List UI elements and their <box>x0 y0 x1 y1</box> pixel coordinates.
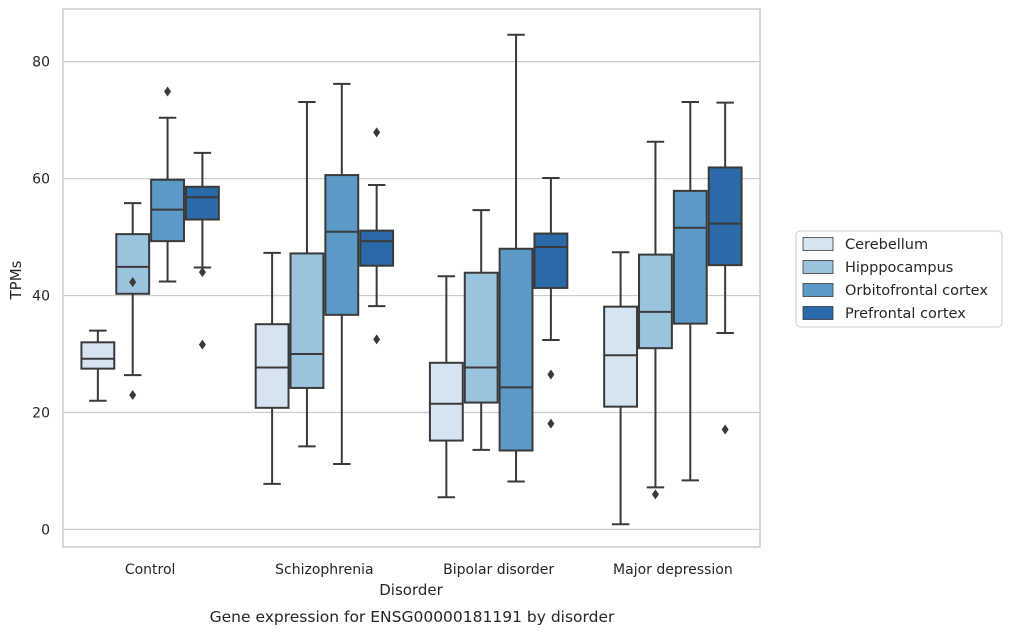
y-tick-labels: 0 20 40 60 80 <box>32 55 50 539</box>
box <box>498 247 534 452</box>
x-tick-labels: Control Schizophrenia Bipolar disorder Majo… <box>125 562 733 578</box>
outlier-point <box>164 86 172 97</box>
legend-items: Cerebellum Hipppocampus Orbitofrontal cort… <box>802 237 988 322</box>
box <box>638 253 673 350</box>
legend[interactable]: Cerebellum Hipppocampus Orbitofrontal cort… <box>795 230 1003 328</box>
x-tick-label: Schizophrenia <box>275 562 373 578</box>
box <box>254 323 290 409</box>
outlier-point <box>129 277 137 288</box>
y-tick-label: 20 <box>32 406 50 422</box>
outlier-point <box>373 127 381 138</box>
outlier-point <box>547 369 555 380</box>
series-group-prefrontal-cortex <box>184 101 743 435</box>
chart-caption: Gene expression for ENSG00000181191 by d… <box>210 608 615 626</box>
grid-lines <box>63 61 760 531</box>
legend-label: Hipppocampus <box>845 260 953 276</box>
series-group-cerebellum <box>80 251 639 526</box>
box <box>672 189 708 325</box>
box <box>603 305 639 408</box>
box <box>289 252 325 389</box>
series-group-orbitofrontal-cortex <box>150 33 708 483</box>
y-axis-label: TPMs <box>7 260 25 300</box>
box-plot-series <box>80 33 743 526</box>
legend-frame <box>795 230 1003 328</box>
box <box>184 185 220 221</box>
outlier-point <box>198 267 206 278</box>
y-tick-label: 80 <box>32 55 50 71</box>
legend-swatch <box>802 306 834 320</box>
legend-swatch <box>802 260 834 274</box>
box <box>533 232 569 289</box>
x-axis-label: Disorder <box>379 581 443 599</box>
outlier-point <box>721 424 729 435</box>
legend-label: Cerebellum <box>845 237 928 253</box>
x-tick-label: Control <box>125 562 176 578</box>
box <box>463 271 499 404</box>
box <box>359 229 395 267</box>
y-tick-label: 60 <box>32 172 50 188</box>
axes <box>62 8 761 548</box>
outlier-point <box>198 339 206 350</box>
outlier-point <box>547 418 555 429</box>
legend-swatch <box>802 237 834 251</box>
outlier-point <box>651 489 659 500</box>
y-tick-label: 40 <box>32 289 50 305</box>
box <box>80 341 116 370</box>
x-tick-label: Bipolar disorder <box>443 562 554 578</box>
box <box>428 361 464 442</box>
series-group-hipppocampus <box>115 100 673 500</box>
outlier-point <box>129 389 137 400</box>
plot-area-frame <box>62 8 761 548</box>
legend-label: Prefrontal cortex <box>845 306 966 322</box>
y-tick-label: 0 <box>41 522 50 538</box>
box <box>324 174 360 316</box>
legend-label: Orbitofrontal cortex <box>845 283 988 299</box>
x-tick-label: Major depression <box>613 562 733 578</box>
legend-swatch <box>802 283 834 297</box>
box <box>707 166 743 267</box>
outlier-point <box>373 334 381 345</box>
